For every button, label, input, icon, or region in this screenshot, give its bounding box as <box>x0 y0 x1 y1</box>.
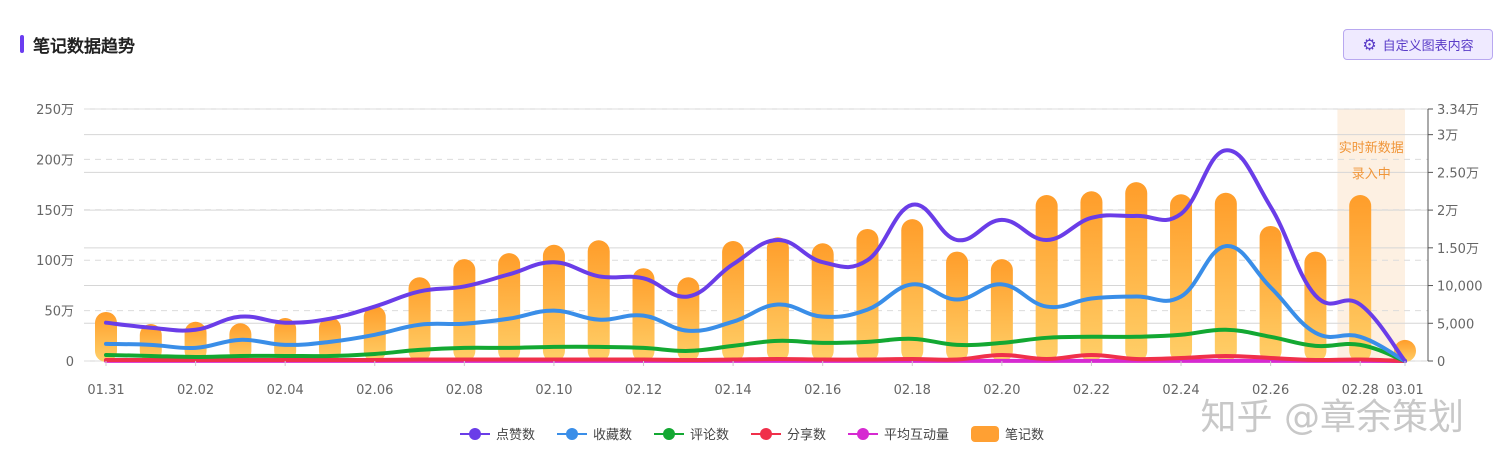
line-favorites[interactable] <box>104 244 1407 363</box>
bar-notes-02.22[interactable] <box>1080 191 1103 362</box>
realtime-band-text-1: 实时新数据 <box>1339 140 1404 156</box>
x-axis-label: 02.10 <box>535 383 572 398</box>
title-text: 笔记数据趋势 <box>33 36 135 57</box>
bar-notes-02.04[interactable] <box>274 317 297 362</box>
bar-notes-02.11[interactable] <box>587 240 610 362</box>
bar-notes-02.03[interactable] <box>229 323 252 362</box>
legend-item[interactable]: 笔记数 <box>971 424 1044 443</box>
x-axis-label: 02.26 <box>1252 383 1289 398</box>
x-axis-label: 02.22 <box>1073 383 1110 398</box>
title-accent-bar <box>20 35 24 53</box>
bar-notes-02.05[interactable] <box>318 317 341 362</box>
legend-line-marker-icon <box>459 427 490 440</box>
bar-notes-02.07[interactable] <box>408 277 431 362</box>
bar-notes-02.19[interactable] <box>946 251 969 362</box>
bar-notes-02.18[interactable] <box>901 219 924 362</box>
customize-chart-label: 自定义图表内容 <box>1382 39 1474 54</box>
right-axis-label: 3.34万 <box>1437 103 1479 118</box>
legend-item[interactable]: 收藏数 <box>556 424 632 443</box>
right-axis-label: 5,000 <box>1437 317 1474 332</box>
left-axis-label: 0 <box>66 355 74 370</box>
left-axis-label: 50万 <box>44 305 74 320</box>
bar-notes-02.09[interactable] <box>498 253 521 362</box>
left-axis-label: 100万 <box>36 254 74 269</box>
gear-icon: ⚙ <box>1362 35 1377 54</box>
legend-line-marker-icon <box>556 427 587 440</box>
x-axis-label: 02.16 <box>804 383 841 398</box>
bar-notes-02.20[interactable] <box>990 259 1013 362</box>
legend-bar-marker-icon <box>971 425 1000 442</box>
right-axis-label: 1.50万 <box>1437 242 1479 257</box>
legend-label: 分享数 <box>787 428 827 443</box>
watermark: 知乎 @章余策划 <box>1200 397 1464 438</box>
line-shares[interactable] <box>104 352 1407 363</box>
x-axis-label: 02.08 <box>446 383 483 398</box>
x-axis-label: 02.28 <box>1342 383 1379 398</box>
bar-notes-02.21[interactable] <box>1035 195 1058 362</box>
x-axis-label: 02.02 <box>177 383 214 398</box>
legend-item[interactable]: 平均互动量 <box>848 424 949 443</box>
bar-notes-02.23[interactable] <box>1125 182 1148 362</box>
legend-item[interactable]: 评论数 <box>653 424 729 443</box>
legend-item[interactable]: 分享数 <box>751 424 826 443</box>
legend-label: 点赞数 <box>495 428 535 443</box>
x-axis-label: 02.04 <box>267 383 304 398</box>
line-likes[interactable] <box>104 148 1407 363</box>
panel-title: 笔记数据趋势 <box>20 33 135 57</box>
bar-notes-02.16[interactable] <box>811 243 834 362</box>
bar-notes-02.15[interactable] <box>766 237 789 362</box>
legend-label: 平均互动量 <box>884 428 950 443</box>
customize-chart-button[interactable]: ⚙ 自定义图表内容 <box>1343 29 1493 60</box>
realtime-band-text-2: 录入中 <box>1352 167 1391 182</box>
legend: 点赞数 收藏数 评论数 分享数 平均互动量 笔记数 <box>0 424 1504 443</box>
bar-notes-02.25[interactable] <box>1214 192 1237 362</box>
legend-line-marker-icon <box>653 427 684 440</box>
legend-line-marker-icon <box>751 427 781 440</box>
x-axis-label: 02.06 <box>356 383 393 398</box>
bar-notes-02.10[interactable] <box>542 244 565 362</box>
left-axis-label: 250万 <box>36 103 74 118</box>
bar-notes-02.26[interactable] <box>1259 225 1282 362</box>
left-axis-label: 150万 <box>36 204 74 219</box>
left-axis-label: 200万 <box>36 153 74 168</box>
x-axis-label: 01.31 <box>87 383 124 398</box>
legend-item[interactable]: 点赞数 <box>459 424 535 443</box>
legend-label: 收藏数 <box>592 428 632 443</box>
bar-notes-02.24[interactable] <box>1170 194 1193 362</box>
x-axis-label: 02.24 <box>1162 383 1199 398</box>
bar-notes-02.14[interactable] <box>722 241 745 362</box>
x-axis-label: 02.20 <box>983 383 1020 398</box>
x-axis-label: 02.12 <box>625 383 662 398</box>
legend-label: 笔记数 <box>1005 428 1045 443</box>
x-axis-label: 02.18 <box>894 383 931 398</box>
x-axis-label: 03.01 <box>1386 383 1423 398</box>
bar-notes-02.28[interactable] <box>1349 195 1372 362</box>
legend-line-marker-icon <box>848 427 879 440</box>
right-axis-label: 2.50万 <box>1437 166 1479 181</box>
right-axis-label: 2万 <box>1437 204 1458 219</box>
right-axis-label: 0 <box>1437 355 1445 370</box>
right-axis-label: 3万 <box>1437 129 1458 144</box>
legend-label: 评论数 <box>689 428 729 443</box>
x-axis-label: 02.14 <box>714 383 751 398</box>
line-comments[interactable] <box>104 327 1407 363</box>
right-axis-label: 10,000 <box>1437 280 1483 295</box>
